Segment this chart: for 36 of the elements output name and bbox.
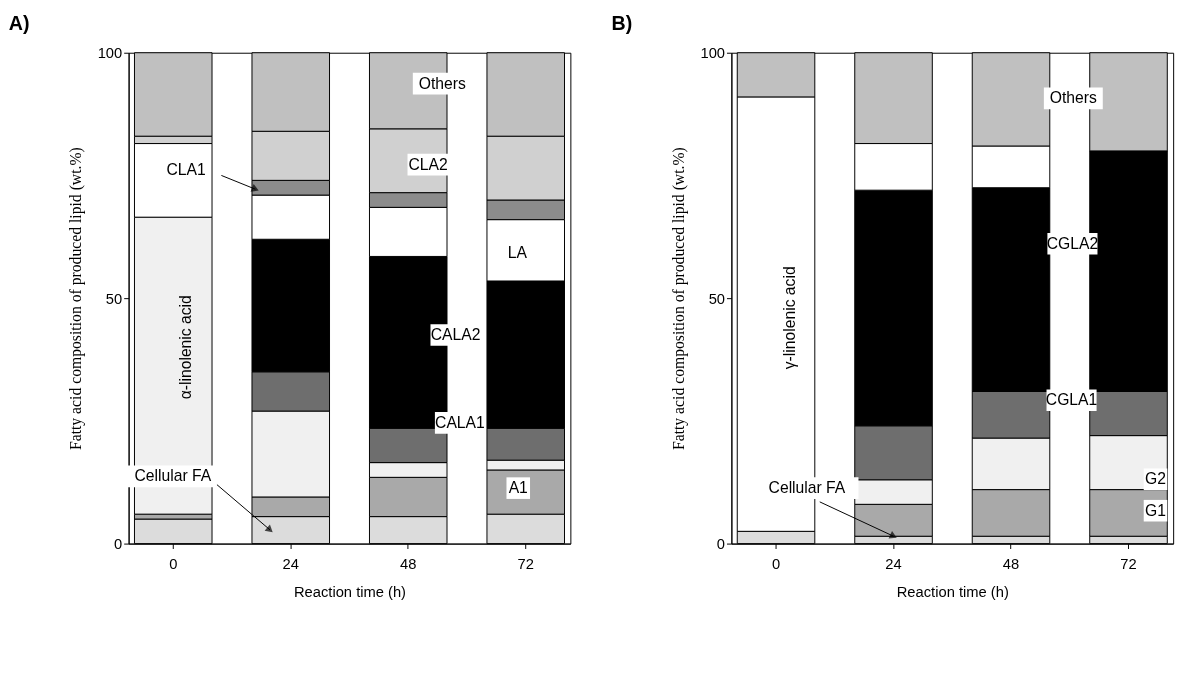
y-tick-label: 0 bbox=[716, 536, 726, 552]
y-tick-label: 100 bbox=[700, 45, 726, 62]
x-axis-title: Reaction time (h) bbox=[896, 584, 1009, 601]
y-axis-title: Fatty acid composition of produced lipid (wt.%) bbox=[66, 147, 85, 451]
y-axis-title: Fatty acid composition of produced lipid (wt.%) bbox=[669, 147, 688, 451]
chart-title: B) bbox=[611, 12, 633, 35]
annotation: CLA2 bbox=[408, 155, 448, 173]
annotation: G2 bbox=[1145, 470, 1166, 488]
annotation: LA bbox=[507, 244, 528, 262]
x-axis-title: Reaction time (h) bbox=[293, 584, 407, 601]
annotation: CGLA1 bbox=[1045, 391, 1098, 409]
annotation: γ-linolenic acid bbox=[781, 266, 799, 370]
x-tick-label: 24 bbox=[885, 555, 902, 572]
chart-title: A) bbox=[8, 12, 30, 35]
x-tick-label: 72 bbox=[517, 555, 534, 572]
x-tick-label: 48 bbox=[1002, 555, 1020, 572]
x-tick-label: 72 bbox=[1120, 555, 1137, 572]
annotation: Cellular FA bbox=[134, 467, 212, 485]
annotation: Cellular FA bbox=[768, 479, 846, 497]
x-tick-label: 24 bbox=[282, 555, 299, 572]
annotation: α-linolenic acid bbox=[176, 295, 194, 400]
x-tick-label: 48 bbox=[400, 555, 417, 572]
annotation: CGLA2 bbox=[1046, 234, 1099, 252]
annotation: Others bbox=[418, 74, 466, 92]
y-tick-label: 0 bbox=[114, 536, 123, 552]
annotation: CLA1 bbox=[166, 161, 206, 179]
annotation: Others bbox=[1049, 89, 1098, 107]
y-tick-label: 50 bbox=[105, 290, 123, 307]
y-tick-label: 50 bbox=[708, 290, 726, 307]
x-tick-label: 0 bbox=[169, 555, 178, 572]
x-tick-label: 0 bbox=[771, 555, 781, 572]
annotation: CALA1 bbox=[435, 413, 485, 431]
y-tick-label: 100 bbox=[97, 45, 123, 62]
annotation: A1 bbox=[508, 479, 528, 497]
annotation: CALA2 bbox=[430, 325, 481, 343]
annotation: G1 bbox=[1145, 501, 1166, 519]
